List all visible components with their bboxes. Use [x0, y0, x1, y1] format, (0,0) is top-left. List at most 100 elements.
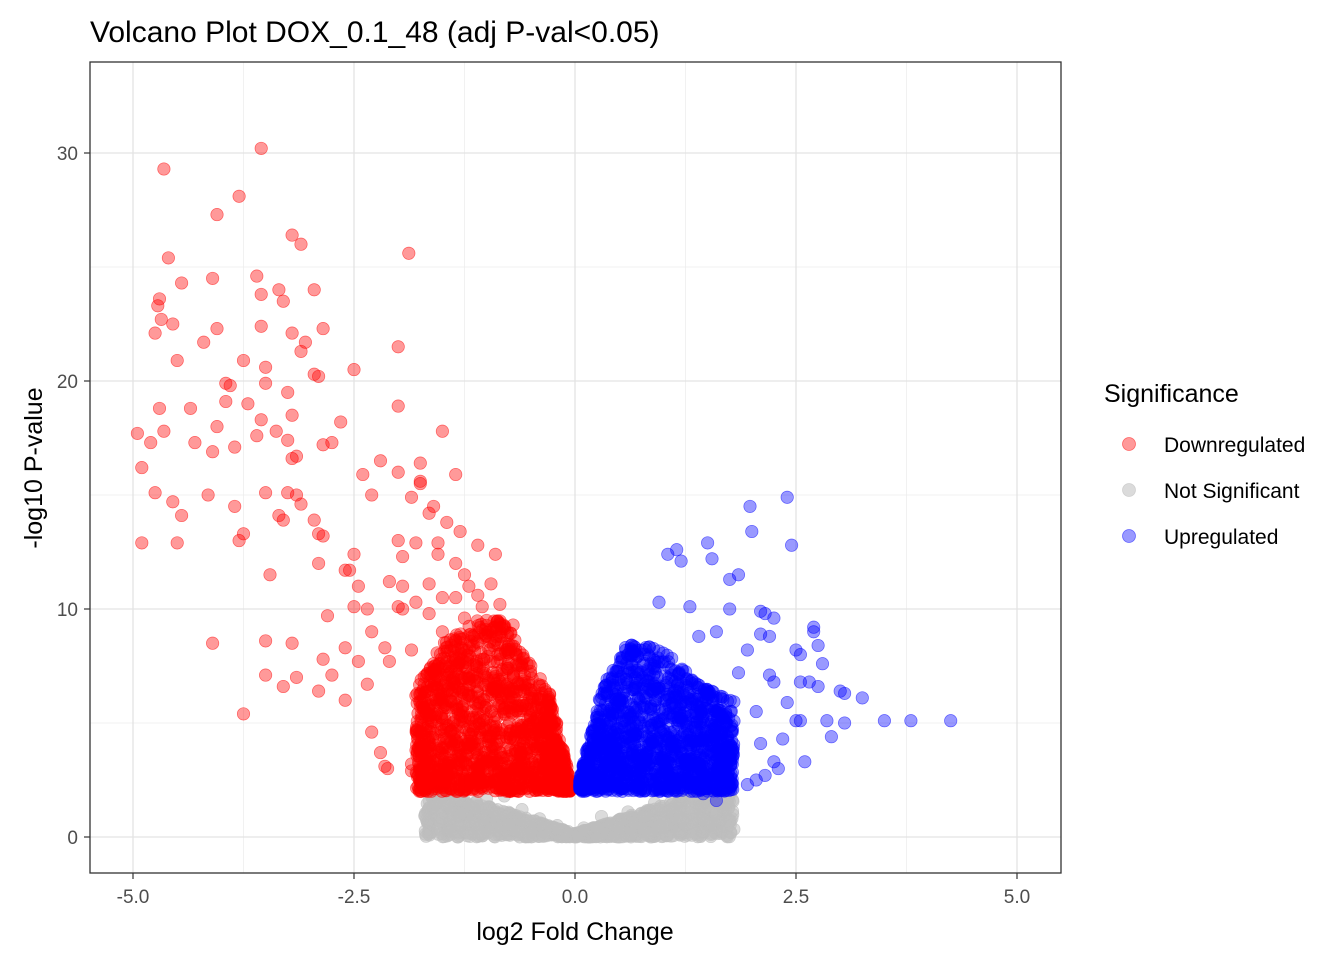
point-not-significant [621, 805, 635, 819]
legend-key-not-significant [1122, 483, 1136, 497]
point-downregulated [338, 641, 352, 655]
point-downregulated [219, 394, 233, 409]
point-downregulated [409, 595, 423, 609]
point-upregulated [904, 714, 918, 728]
point-downregulated [175, 508, 189, 523]
point-downregulated [434, 707, 449, 721]
point-downregulated [457, 611, 472, 625]
point-upregulated [696, 760, 710, 774]
point-downregulated [422, 577, 436, 591]
legend-label-not-significant: Not Significant [1164, 480, 1300, 503]
point-downregulated [254, 319, 268, 333]
point-downregulated [338, 693, 352, 707]
point-upregulated [678, 706, 692, 721]
point-upregulated [661, 547, 675, 561]
y-tick-label: 30 [57, 144, 78, 165]
grid-lines [90, 62, 1061, 873]
point-upregulated [709, 625, 723, 639]
point-downregulated [453, 524, 467, 539]
point-upregulated [780, 490, 794, 504]
point-upregulated [855, 691, 869, 705]
point-downregulated [553, 751, 567, 765]
point-downregulated [157, 424, 171, 438]
point-upregulated [593, 728, 607, 742]
point-upregulated [716, 692, 730, 706]
point-downregulated [254, 141, 268, 155]
point-not-significant [678, 811, 693, 825]
point-downregulated [427, 657, 441, 671]
point-upregulated [824, 730, 838, 744]
point-upregulated [724, 704, 738, 718]
point-upregulated [607, 740, 621, 755]
point-upregulated [762, 629, 777, 643]
point-upregulated [754, 736, 768, 751]
point-downregulated [422, 768, 436, 782]
point-downregulated [457, 698, 471, 712]
point-not-significant [709, 807, 723, 821]
point-downregulated [426, 754, 440, 768]
point-upregulated [709, 715, 723, 729]
point-upregulated [593, 716, 607, 731]
point-downregulated [527, 683, 541, 697]
point-upregulated [838, 716, 852, 730]
point-upregulated [577, 774, 591, 788]
point-downregulated [294, 344, 308, 358]
point-downregulated [373, 454, 388, 468]
point-downregulated [312, 556, 326, 570]
point-downregulated [413, 456, 427, 470]
point-not-significant [577, 821, 591, 835]
point-not-significant [525, 825, 539, 839]
legend-title: Significance [1104, 380, 1239, 408]
point-upregulated [723, 602, 737, 616]
point-upregulated [743, 499, 757, 513]
point-upregulated [666, 711, 680, 725]
point-downregulated [471, 771, 485, 785]
point-downregulated [538, 740, 552, 754]
y-tick-label: 20 [57, 372, 78, 393]
y-axis-title: -log10 P-value [20, 387, 48, 548]
point-downregulated [281, 385, 295, 399]
point-not-significant [714, 824, 728, 838]
point-not-significant [590, 821, 604, 835]
point-downregulated [505, 765, 519, 779]
point-downregulated [500, 752, 514, 766]
point-upregulated [647, 778, 661, 793]
point-downregulated [475, 600, 489, 614]
point-downregulated [396, 602, 410, 616]
point-upregulated [767, 611, 781, 625]
point-upregulated [643, 732, 658, 746]
point-upregulated [709, 793, 723, 808]
point-downregulated [560, 765, 574, 779]
point-downregulated [460, 644, 474, 658]
point-downregulated [259, 668, 273, 682]
x-tick-label: 0.0 [562, 887, 588, 908]
point-downregulated [343, 563, 357, 577]
point-upregulated [692, 629, 706, 643]
point-not-significant [515, 803, 529, 817]
point-downregulated [410, 727, 424, 741]
point-upregulated [615, 720, 629, 734]
point-downregulated [396, 579, 410, 593]
point-downregulated [148, 486, 162, 500]
point-downregulated [493, 618, 507, 632]
point-upregulated [711, 703, 725, 717]
point-downregulated [503, 782, 517, 796]
point-downregulated [236, 353, 251, 368]
point-downregulated [183, 401, 198, 415]
point-downregulated [434, 691, 448, 706]
point-upregulated [713, 769, 727, 783]
point-downregulated [312, 684, 326, 698]
point-upregulated [771, 762, 785, 776]
point-upregulated [944, 714, 958, 728]
point-upregulated [740, 778, 754, 792]
point-not-significant [533, 812, 547, 826]
point-downregulated [539, 706, 553, 720]
point-upregulated [641, 669, 655, 683]
point-downregulated [223, 379, 237, 393]
point-upregulated [877, 714, 891, 728]
point-not-significant [488, 807, 502, 821]
point-downregulated [152, 401, 167, 415]
point-upregulated [815, 657, 830, 671]
x-tick-label: 5.0 [1004, 887, 1030, 908]
point-downregulated [170, 353, 184, 368]
